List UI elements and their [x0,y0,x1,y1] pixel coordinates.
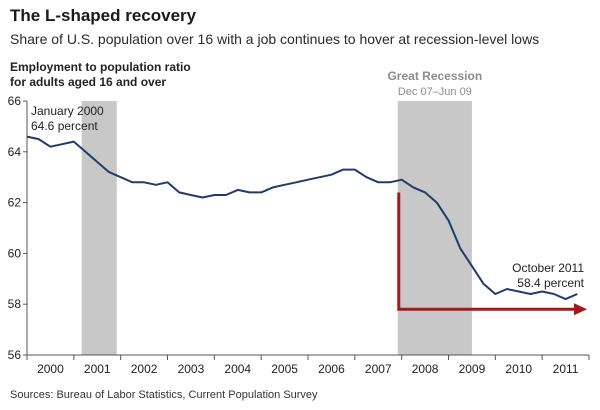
arrow-head [574,303,587,316]
recession-band [81,101,117,355]
x-tick-label: 2008 [412,362,439,376]
recession-dates: Dec 07–Jun 09 [398,86,472,98]
chart-title: The L-shaped recovery [10,6,197,25]
x-tick-label: 2007 [365,362,392,376]
l-shape-arrow [397,192,575,311]
series-line [26,135,578,301]
x-tick-label: 2005 [271,362,298,376]
y-axis-label-line1: Employment to population ratio [10,60,191,74]
y-axis-label-line2: for adults aged 16 and over [10,75,167,89]
x-tick-label: 2000 [37,362,64,376]
recession-label: Great Recession [387,69,482,83]
x-tick-label: 2003 [178,362,205,376]
x-tick-label: 2006 [318,362,345,376]
source-note: Sources: Bureau of Labor Statistics, Cur… [10,389,318,401]
y-tick-label: 56 [8,348,22,362]
y-tick-label: 64 [8,145,22,159]
y-tick-label: 58 [8,297,22,311]
x-tick-label: 2011 [553,362,579,376]
annotation-end-line1: October 2011 [512,261,584,275]
x-tick-label: 2002 [131,362,158,376]
x-tick-label: 2010 [505,362,532,376]
y-tick-label: 62 [8,196,22,210]
chart-subtitle: Share of U.S. population over 16 with a … [10,31,540,47]
y-tick-label: 60 [8,246,22,260]
y-axis-label: Employment to population ratio for adult… [10,60,270,90]
annotation-start-line1: January 2000 [31,104,104,118]
x-tick-label: 2009 [459,362,486,376]
x-tick-label: 2004 [224,362,251,376]
y-tick-label: 66 [8,94,22,108]
annotation-end-line2: 58.4 percent [517,276,584,290]
x-tick-label: 2001 [84,362,111,376]
annotation-start-line2: 64.6 percent [31,119,98,133]
recession-band [397,101,472,355]
